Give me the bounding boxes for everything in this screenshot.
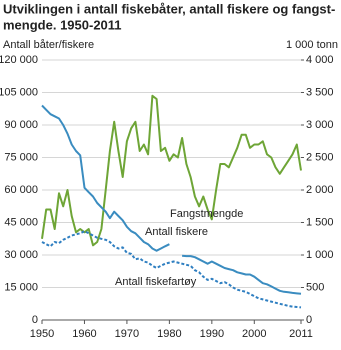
y-tick-label: 120 000	[0, 54, 38, 66]
y2-tick-label: 1 500	[306, 216, 334, 228]
y-tick-label: 0	[32, 314, 38, 326]
y-tick-label: 75 000	[4, 151, 38, 163]
series-label: Antall fiskere	[145, 226, 208, 238]
y2-tick-label: 0	[306, 314, 312, 326]
series-line	[41, 230, 302, 309]
x-tick-label: 1950	[30, 328, 54, 340]
y2-tick-label: 2 500	[306, 151, 334, 163]
x-tick-label: 1960	[72, 328, 96, 340]
chart-title: Utviklingen i antall fiskebåter, antall …	[3, 1, 335, 16]
x-tick-label: 2000	[242, 328, 266, 340]
series-line	[41, 94, 302, 247]
y2-tick-label: 3 000	[306, 119, 334, 131]
y-tick-label: 90 000	[4, 119, 38, 131]
x-tick-label: 2011	[289, 328, 313, 340]
x-tick-label: 1990	[200, 328, 224, 340]
y-tick-label: 60 000	[4, 184, 38, 196]
series-label: Fangstmengde	[170, 208, 243, 220]
y2-tick-label: 3 500	[306, 86, 334, 98]
y2-tick-label: 500	[306, 281, 324, 293]
y2-tick-label: 2 000	[306, 184, 334, 196]
x-tick-label: 1970	[115, 328, 139, 340]
y-tick-label: 45 000	[4, 216, 38, 228]
series-line	[41, 104, 302, 295]
y-axis-label: Antall båter/fiskere	[3, 39, 94, 51]
x-tick-label: 1980	[157, 328, 181, 340]
y2-tick-label: 1 000	[306, 249, 334, 261]
series-label: Antall fiskefartøy	[115, 276, 197, 288]
y2-axis-label: 1 000 tonn	[286, 39, 338, 51]
y2-tick-label: 4 000	[306, 54, 334, 66]
y-tick-label: 105 000	[0, 86, 38, 98]
y-tick-label: 15 000	[4, 281, 38, 293]
y-tick-label: 30 000	[4, 249, 38, 261]
chart-title: mengde. 1950-2011	[3, 17, 122, 32]
